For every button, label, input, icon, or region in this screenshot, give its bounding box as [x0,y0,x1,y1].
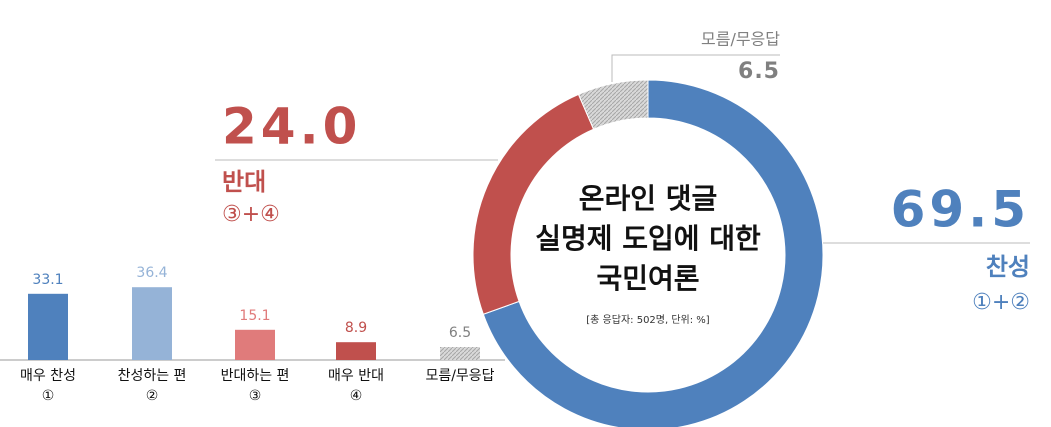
category-note: ③+④ [222,202,280,227]
donut-segment [472,93,595,315]
x-tick-label: 매우 반대 [328,368,384,384]
category-note: ①+② [972,290,1030,315]
chart-note: [총 응답자: 502명, 단위: %] [586,313,710,326]
value-label: 15.1 [239,308,270,324]
value-label: 33.1 [32,272,63,288]
category-label: 찬성 [986,253,1030,281]
donut-segment [482,79,824,427]
leader-line [611,54,780,82]
category-label: 반대 [222,168,266,196]
bar [132,287,172,360]
chart-title: 온라인 댓글 [579,182,718,215]
bar [336,342,376,360]
x-tick-note: ④ [350,388,363,404]
x-tick-note: ② [146,388,159,404]
value-label: 69.5 [891,181,1030,239]
bar [28,293,68,360]
bar [235,329,275,360]
x-tick-label: 찬성하는 편 [118,368,187,384]
value-label: 36.4 [136,265,167,281]
value-label: 24.0 [222,98,361,156]
x-tick-label: 매우 찬성 [20,368,76,384]
x-tick-label: 반대하는 편 [221,368,290,384]
donut-segment [577,79,649,130]
x-tick-note: ① [42,388,55,404]
x-tick-note: ③ [249,388,262,404]
value-label: 6.5 [449,325,471,341]
chart-title: 실명제 도입에 대한 [535,222,761,255]
category-label: 모름/무응답 [701,30,780,49]
bar [440,347,480,360]
chart-title: 국민여론 [596,262,699,295]
value-label: 8.9 [345,320,367,336]
value-label: 6.5 [738,59,780,84]
x-tick-label: 모름/무응답 [425,368,494,384]
